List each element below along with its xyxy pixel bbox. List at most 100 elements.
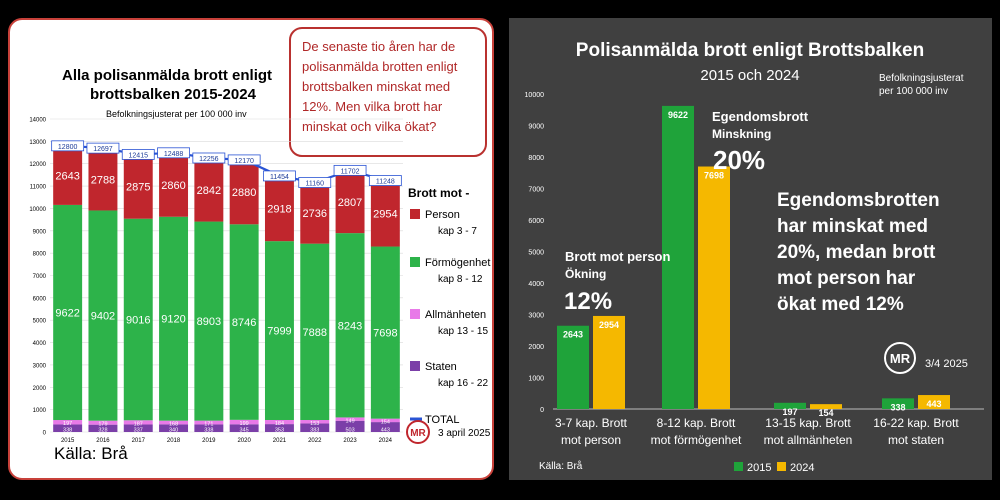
left-bar-förmögenhet-2015 — [53, 204, 83, 421]
left-y-tick-13: 13000 — [29, 140, 46, 146]
right-corner-note-1: Befolkningsjusterat — [879, 73, 964, 84]
left-bar-person-2016 — [88, 148, 118, 211]
left-label-staten-2023: 503 — [345, 428, 354, 434]
right-value-2015-2: 197 — [782, 407, 797, 417]
left-logo-text: MR — [410, 428, 426, 439]
legend-label-1: Förmögenhet — [425, 257, 490, 269]
callout-line-4: 12%. Men vilka brott har — [302, 99, 443, 114]
right-y-tick-7: 7000 — [528, 187, 544, 194]
left-label-staten-2015: 338 — [63, 428, 72, 434]
left-bar-förmögenhet-2021 — [264, 241, 294, 420]
left-bar-staten-2023 — [335, 420, 365, 432]
left-x-tick-2022: 2022 — [308, 438, 322, 444]
property-annotation-line2: Minskning — [712, 127, 771, 141]
left-bar-person-2019 — [194, 158, 224, 222]
left-bar-staten-2016 — [88, 424, 118, 432]
left-x-tick-2015: 2015 — [61, 438, 75, 444]
right-bar-2024-0 — [593, 315, 625, 409]
left-y-tick-8: 8000 — [33, 252, 47, 258]
left-x-tick-2016: 2016 — [96, 438, 110, 444]
property-annotation-pct: 20% — [713, 145, 765, 175]
legend-sub-3: kap 16 - 22 — [438, 378, 488, 389]
left-label-person-2019: 2842 — [197, 185, 221, 197]
right-bar-2015-0 — [557, 325, 589, 409]
left-date: 3 april 2025 — [438, 428, 491, 439]
left-bar-allmänheten-2020 — [229, 419, 259, 425]
right-bar-2015-2 — [774, 402, 806, 409]
left-label-förmögenhet-2023: 8243 — [338, 320, 362, 332]
left-bar-förmögenhet-2020 — [229, 224, 259, 420]
right-y-tick-5: 5000 — [528, 250, 544, 257]
left-label-allmanheten-2019: 171 — [204, 422, 213, 428]
left-x-tick-2020: 2020 — [237, 438, 251, 444]
left-chart: Alla polisanmälda brott enligt brottsbal… — [29, 27, 491, 463]
left-bar-allmänheten-2017 — [123, 420, 153, 425]
left-y-tick-14: 14000 — [29, 118, 46, 124]
right-y-tick-6: 6000 — [528, 218, 544, 225]
right-x-label-1-line2: mot förmögenhet — [651, 433, 742, 447]
left-bar-person-2017 — [123, 154, 153, 219]
left-bar-allmänheten-2021 — [264, 419, 294, 425]
left-label-allmanheten-2015: 197 — [63, 421, 72, 427]
left-label-person-2021: 2918 — [267, 204, 291, 216]
summary-line-4: mot person har — [777, 268, 916, 289]
left-bar-förmögenhet-2022 — [300, 243, 330, 421]
legend-label-4: TOTAL — [425, 414, 459, 426]
right-corner-note-2: per 100 000 inv — [879, 86, 948, 97]
left-y-tick-2: 2000 — [33, 386, 47, 392]
left-label-staten-2024: 443 — [381, 428, 390, 434]
left-bar-person-2024 — [370, 180, 400, 247]
left-bar-staten-2022 — [300, 423, 330, 432]
right-value-2024-1: 7698 — [704, 171, 724, 181]
left-total-line — [67, 144, 386, 184]
left-subtitle: Befolkningsjusterat per 100 000 inv — [106, 109, 247, 119]
legend-label-2: Allmänheten — [425, 309, 486, 321]
person-annotation-pct: 12% — [564, 288, 612, 315]
left-total-box-2015 — [51, 140, 85, 152]
left-title-line2: brottsbalken 2015-2024 — [90, 86, 257, 103]
left-bar-förmögenhet-2023 — [335, 233, 365, 418]
right-bar-2015-3 — [882, 398, 914, 409]
right-subtitle: 2015 och 2024 — [700, 67, 799, 84]
left-label-förmögenhet-2022: 7888 — [303, 327, 327, 339]
right-y-tick-10: 10000 — [525, 92, 545, 99]
person-annotation-line1: Brott mot person — [565, 249, 671, 264]
left-bar-allmänheten-2019 — [194, 420, 224, 425]
left-legend-title: Brott mot - — [408, 186, 469, 200]
left-total-box-2016 — [86, 142, 120, 154]
left-bar-förmögenhet-2019 — [194, 221, 224, 421]
left-label-person-2018: 2860 — [161, 180, 185, 192]
left-total-box-2018 — [157, 147, 190, 159]
left-label-förmögenhet-2020: 8746 — [232, 317, 256, 329]
left-label-staten-2016: 328 — [98, 428, 107, 434]
right-bar-2024-2 — [810, 404, 842, 409]
legend-label-3: Staten — [425, 361, 457, 373]
left-label-person-2017: 2875 — [126, 182, 150, 194]
right-x-label-3-line2: mot staten — [888, 433, 944, 447]
left-bar-förmögenhet-2024 — [370, 246, 400, 419]
right-y-tick-9: 9000 — [528, 124, 544, 131]
left-bar-staten-2024 — [370, 422, 400, 432]
right-chart: Polisanmälda brott enligt Brottsbalken 2… — [525, 40, 984, 474]
left-x-tick-2018: 2018 — [167, 438, 181, 444]
right-title: Polisanmälda brott enligt Brottsbalken — [576, 40, 924, 61]
left-bar-allmänheten-2022 — [300, 420, 330, 424]
right-value-2015-3: 338 — [890, 402, 905, 412]
right-y-tick-2: 2000 — [528, 344, 544, 351]
callout-line-1: De senaste tio åren har de — [302, 39, 455, 54]
left-total-2022: 11160 — [306, 180, 325, 187]
left-label-förmögenhet-2015: 9622 — [55, 307, 79, 319]
right-value-2024-0: 2954 — [599, 320, 619, 330]
left-label-förmögenhet-2018: 9120 — [161, 314, 185, 326]
left-bar-allmänheten-2015 — [53, 420, 83, 425]
left-label-allmanheten-2024: 154 — [381, 420, 390, 426]
left-label-staten-2018: 340 — [169, 428, 178, 434]
left-bar-allmänheten-2023 — [335, 417, 365, 421]
legend-label-2015: 2015 — [747, 462, 771, 474]
right-x-label-2-line1: 13-15 kap. Brott — [765, 416, 851, 430]
left-label-person-2024: 2954 — [373, 209, 397, 221]
left-bar-person-2022 — [300, 182, 330, 244]
left-y-tick-0: 0 — [43, 431, 47, 437]
left-total-2017: 12415 — [129, 152, 149, 159]
left-label-staten-2019: 338 — [204, 428, 213, 434]
